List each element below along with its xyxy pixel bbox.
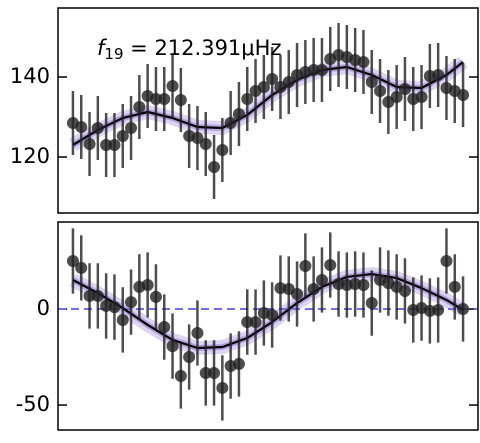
data-point bbox=[324, 259, 337, 272]
data-point bbox=[307, 64, 320, 76]
data-point bbox=[91, 289, 104, 302]
annotation: f19 = 212.391μHz bbox=[97, 36, 281, 63]
data-point bbox=[457, 89, 470, 101]
data-point bbox=[432, 69, 445, 81]
data-point bbox=[91, 122, 104, 134]
annotation-text: = 212.391μHz bbox=[124, 36, 282, 60]
panel-frame bbox=[57, 221, 479, 431]
data-point bbox=[149, 93, 162, 105]
data-point bbox=[174, 370, 187, 383]
data-point bbox=[432, 303, 445, 316]
data-point bbox=[315, 274, 328, 287]
y-tick-label: -50 bbox=[16, 392, 50, 416]
y-tick-label: 140 bbox=[10, 64, 50, 88]
data-point bbox=[199, 366, 212, 379]
data-point bbox=[282, 76, 295, 88]
data-point bbox=[307, 283, 320, 296]
data-point bbox=[357, 278, 370, 291]
data-point bbox=[224, 117, 237, 129]
data-point bbox=[365, 76, 378, 88]
data-point bbox=[315, 64, 328, 76]
data-point bbox=[448, 280, 461, 293]
data-point bbox=[66, 254, 79, 267]
data-point bbox=[125, 296, 138, 309]
data-point bbox=[158, 321, 171, 334]
data-point bbox=[390, 91, 403, 103]
data-point bbox=[141, 278, 154, 291]
plot-area bbox=[66, 23, 470, 199]
data-point bbox=[100, 139, 113, 151]
data-point bbox=[158, 93, 171, 105]
annotation-subscript: 19 bbox=[104, 45, 123, 63]
data-point bbox=[174, 94, 187, 106]
data-point bbox=[440, 254, 453, 267]
data-point bbox=[183, 351, 196, 364]
data-point bbox=[116, 130, 129, 142]
data-point bbox=[166, 340, 179, 353]
data-point bbox=[216, 144, 229, 156]
data-point bbox=[266, 308, 279, 321]
data-point bbox=[108, 301, 121, 314]
panel-frame bbox=[57, 7, 479, 214]
data-point bbox=[133, 101, 146, 113]
data-point bbox=[398, 83, 411, 95]
data-point bbox=[398, 284, 411, 297]
data-point bbox=[149, 290, 162, 303]
data-point bbox=[415, 91, 428, 103]
data-point bbox=[199, 138, 212, 150]
data-point bbox=[191, 132, 204, 144]
data-point bbox=[257, 81, 270, 93]
data-point bbox=[191, 327, 204, 340]
data-point bbox=[291, 288, 304, 301]
data-point bbox=[166, 80, 179, 92]
data-point bbox=[208, 366, 221, 379]
data-point bbox=[249, 316, 262, 329]
y-tick-label: 120 bbox=[10, 144, 50, 168]
plot-area bbox=[58, 228, 478, 421]
data-point bbox=[241, 316, 254, 329]
data-point bbox=[83, 138, 96, 150]
data-point bbox=[75, 121, 88, 133]
data-point bbox=[83, 289, 96, 302]
data-point bbox=[208, 161, 221, 173]
data-point bbox=[374, 85, 387, 97]
data-point bbox=[457, 303, 470, 316]
data-point bbox=[357, 56, 370, 68]
data-point bbox=[232, 108, 245, 120]
data-point bbox=[216, 381, 229, 394]
y-tick-label: 0 bbox=[37, 296, 50, 320]
data-point bbox=[241, 93, 254, 105]
data-point bbox=[266, 73, 279, 85]
annotation-symbol: f bbox=[97, 36, 108, 60]
data-point bbox=[125, 122, 138, 134]
data-point bbox=[365, 297, 378, 310]
data-point bbox=[75, 261, 88, 274]
data-point bbox=[299, 259, 312, 272]
data-point bbox=[108, 139, 121, 151]
data-point bbox=[232, 357, 245, 370]
data-point bbox=[116, 313, 129, 326]
